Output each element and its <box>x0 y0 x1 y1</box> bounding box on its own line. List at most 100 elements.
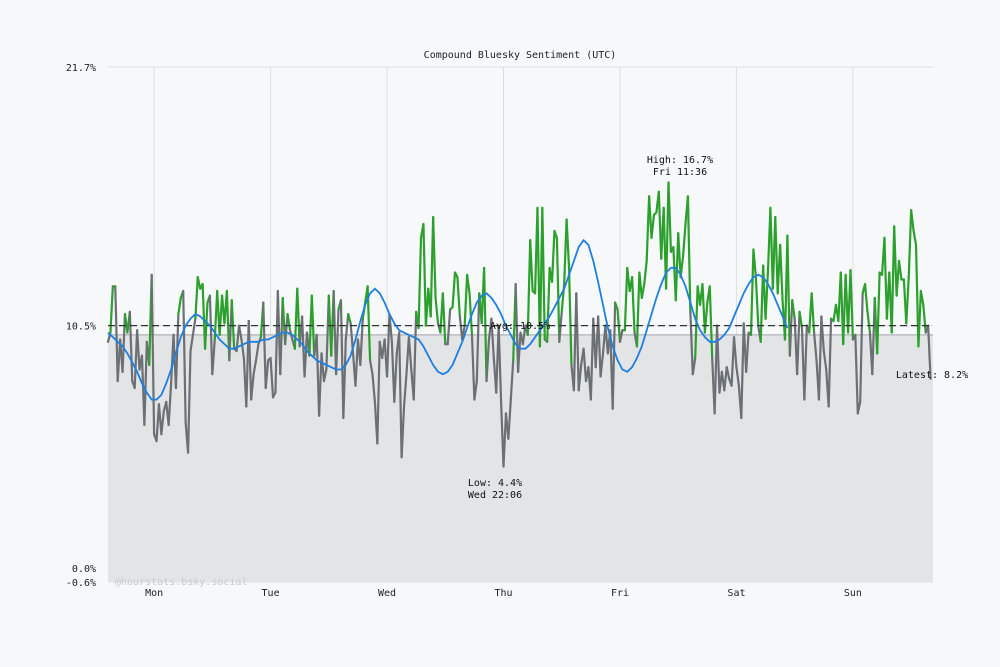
y-tick-label: 10.5% <box>66 322 96 333</box>
sentiment-segment <box>631 276 636 334</box>
sentiment-segment <box>385 313 391 378</box>
sentiment-segment <box>883 236 888 320</box>
sentiment-segment <box>407 336 413 371</box>
sentiment-segment <box>468 292 474 336</box>
sentiment-segment <box>354 338 360 387</box>
sentiment-segment <box>456 276 461 318</box>
latest-label: Latest: 8.2% <box>896 370 968 381</box>
sentiment-segment <box>599 352 605 378</box>
sentiment-segment <box>779 243 784 302</box>
sentiment-segment <box>368 359 374 376</box>
sentiment-segment <box>509 359 515 401</box>
sentiment-segment <box>796 310 801 376</box>
sentiment-segment <box>849 269 855 341</box>
sentiment-segment <box>194 276 199 320</box>
sentiment-segment <box>856 400 862 415</box>
fill-layer <box>108 334 933 582</box>
sentiment-segment <box>310 294 316 357</box>
sentiment-segment <box>679 255 685 279</box>
sentiment-segment <box>451 271 457 309</box>
sentiment-segment <box>211 338 216 376</box>
sentiment-segment <box>473 379 478 401</box>
sentiment-segment <box>897 259 903 281</box>
sentiment-segment <box>466 273 471 295</box>
sentiment-segment <box>344 313 350 341</box>
sentiment-segment <box>914 243 920 348</box>
sentiment-segment <box>252 359 258 376</box>
sentiment-segment <box>922 303 927 334</box>
sentiment-segment <box>470 333 476 401</box>
sentiment-segment <box>196 276 202 290</box>
y-tick-label: -0.6% <box>66 578 96 589</box>
tick-layer: 21.7% 10.5% 0.0% -0.6% Mon Tue Wed Thu Fri Sat Sun <box>66 63 862 599</box>
sentiment-segment <box>463 273 469 327</box>
sentiment-segment <box>635 271 641 348</box>
sentiment-segment <box>558 310 563 343</box>
sentiment-segment <box>483 266 488 383</box>
sentiment-segment <box>597 315 602 378</box>
sentiment-segment <box>611 301 617 410</box>
sentiment-segment <box>400 405 406 459</box>
sentiment-segment <box>461 324 466 341</box>
sentiment-segment <box>303 331 309 378</box>
sentiment-segment <box>754 276 760 327</box>
sentiment-segment <box>434 296 440 325</box>
sentiment-segment <box>342 338 347 420</box>
sentiment-segment <box>614 301 619 311</box>
watermark: @hourstats.bsky.social <box>115 577 247 588</box>
sentiment-segment <box>863 282 869 313</box>
sentiment-segment <box>912 229 918 246</box>
sentiment-segment <box>177 296 182 316</box>
sentiment-segment <box>286 313 292 332</box>
sentiment-segment <box>541 206 546 341</box>
sentiment-segment <box>677 232 682 279</box>
sentiment-segment <box>490 317 495 360</box>
sentiment-segment <box>526 239 532 336</box>
sentiment-segment <box>715 324 721 394</box>
sentiment-segment <box>893 225 898 297</box>
sentiment-segment <box>582 347 588 383</box>
sentiment-segment <box>577 363 583 392</box>
sentiment-segment <box>203 301 209 350</box>
sentiment-segment <box>254 343 260 362</box>
y-tick-label: 0.0% <box>72 564 96 575</box>
sentiment-segment <box>388 313 393 343</box>
sentiment-segment <box>907 209 913 279</box>
sentiment-segment <box>402 373 408 408</box>
sentiment-segment <box>264 359 270 390</box>
sentiment-segment <box>575 292 580 392</box>
sentiment-segment <box>917 289 922 348</box>
sentiment-segment <box>114 285 119 383</box>
sentiment-segment <box>740 322 745 420</box>
sentiment-segment <box>441 292 447 346</box>
high-label-line2: Fri 11:36 <box>653 167 707 178</box>
sentiment-segment <box>529 239 534 293</box>
sentiment-segment <box>143 340 148 427</box>
sentiment-segment <box>240 338 245 360</box>
sentiment-segment <box>820 315 825 353</box>
x-tick-label: Sun <box>844 588 862 599</box>
x-tick-label: Thu <box>494 588 512 599</box>
sentiment-segment <box>432 216 437 300</box>
sentiment-segment <box>160 410 165 436</box>
sentiment-segment <box>247 319 253 401</box>
sentiment-segment <box>686 195 692 313</box>
x-tick-label: Tue <box>262 588 280 599</box>
sentiment-segment <box>859 292 864 403</box>
sentiment-segment <box>703 301 709 334</box>
sentiment-segment <box>803 324 808 401</box>
sentiment-segment <box>393 352 398 403</box>
sentiment-segment <box>648 195 653 239</box>
below-reference-area <box>108 334 933 582</box>
sentiment-segment <box>296 287 301 348</box>
sentiment-segment <box>618 329 624 343</box>
sentiment-segment <box>895 259 901 297</box>
sentiment-segment <box>376 340 381 445</box>
sentiment-segment <box>866 310 872 334</box>
sentiment-segment <box>725 366 731 380</box>
sentiment-segment <box>497 324 503 403</box>
sentiment-segment <box>788 299 794 357</box>
sentiment-segment <box>186 349 192 454</box>
